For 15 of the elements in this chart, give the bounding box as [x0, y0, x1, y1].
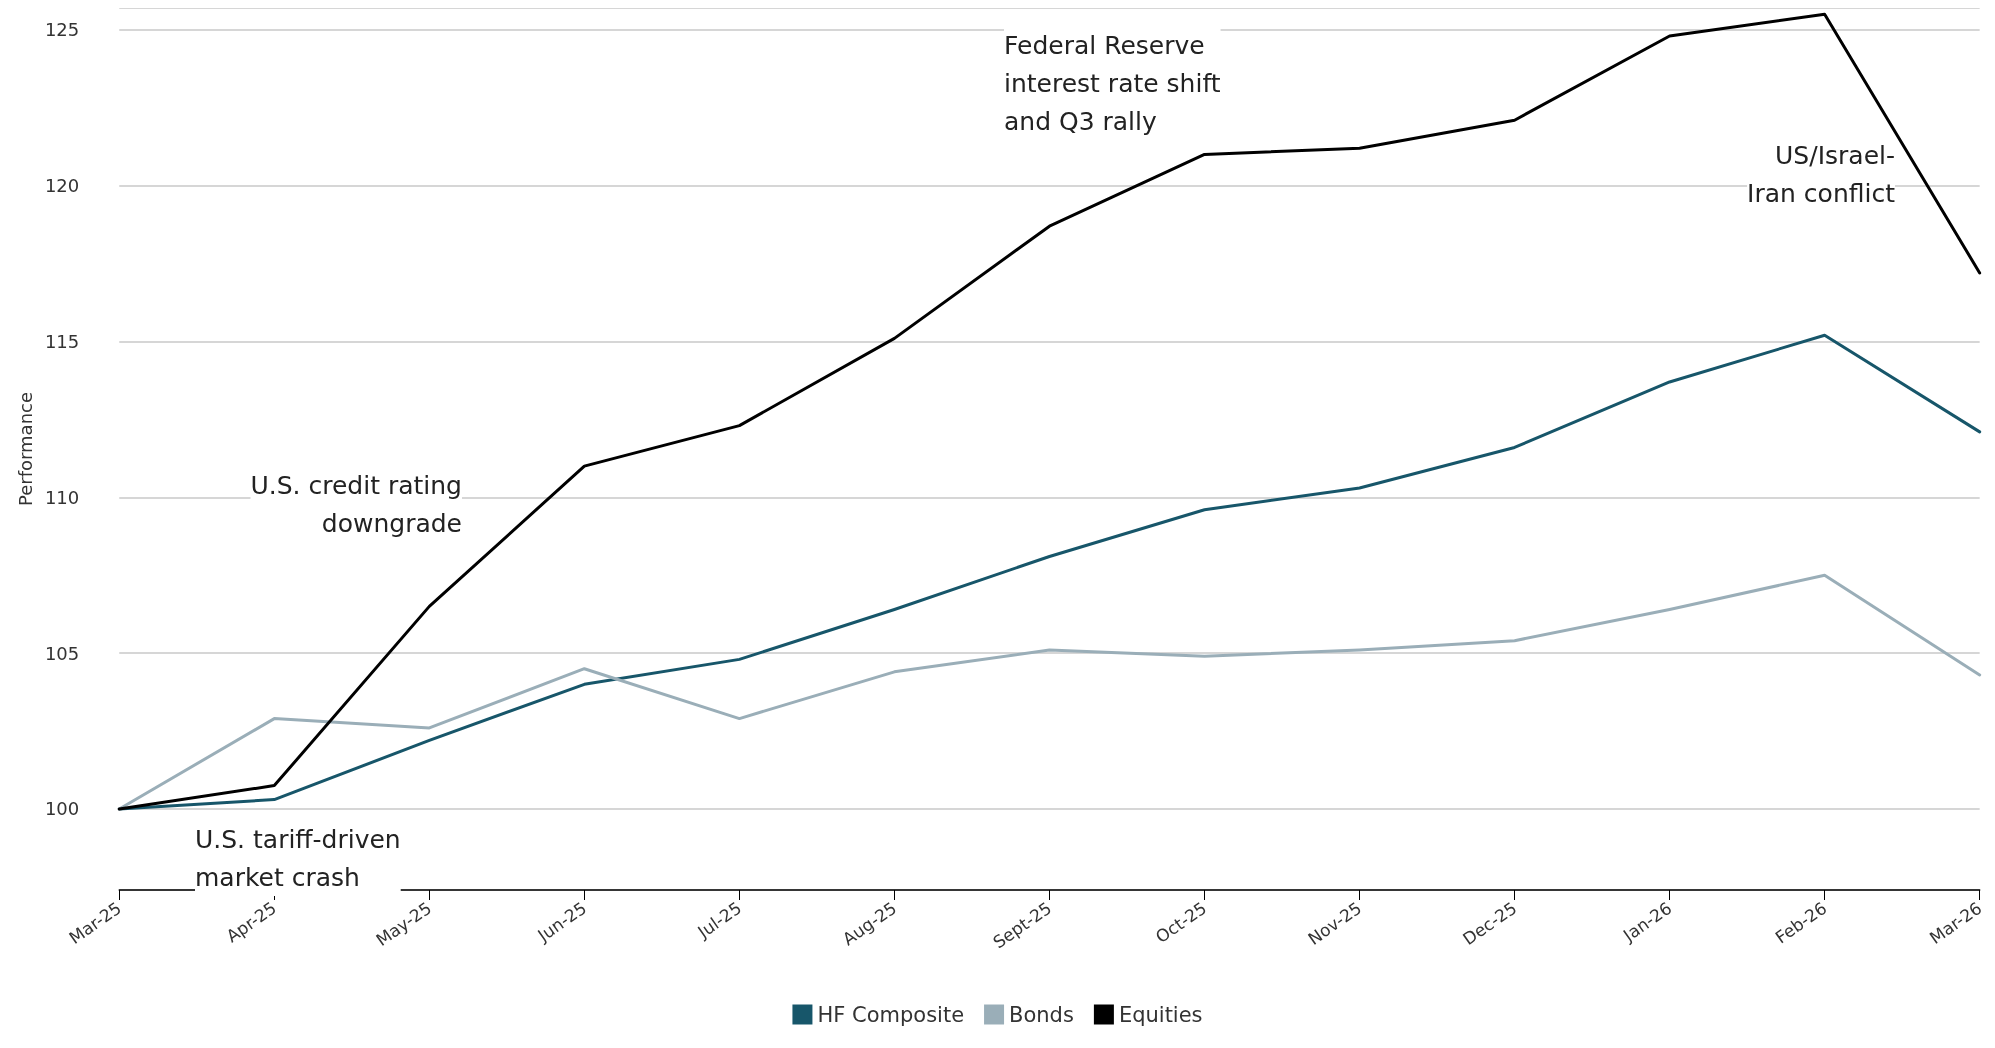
annotation: U.S. tariff-driven market crash [195, 824, 401, 892]
annotation: Federal Reserve interest rate shift and Q3 rally [1004, 30, 1221, 136]
y-tick-label: 100 [44, 798, 80, 820]
y-tick-label: 115 [44, 330, 80, 352]
legend-label: Equities [1118, 1002, 1203, 1027]
y-tick-label: 105 [44, 642, 80, 664]
y-axis-title: Performance [14, 391, 36, 507]
legend-label: Bonds [1009, 1002, 1074, 1027]
line-series [117, 12, 1982, 811]
annotation: U.S. credit rating downgrade [250, 470, 462, 538]
y-tick-label: 110 [44, 486, 80, 508]
legend-label: HF Composite [817, 1002, 965, 1027]
y-tick-label: 125 [44, 19, 80, 41]
annotation: US/Israel- Iran conflict [1747, 140, 1896, 208]
y-tick-label: 120 [44, 175, 80, 197]
